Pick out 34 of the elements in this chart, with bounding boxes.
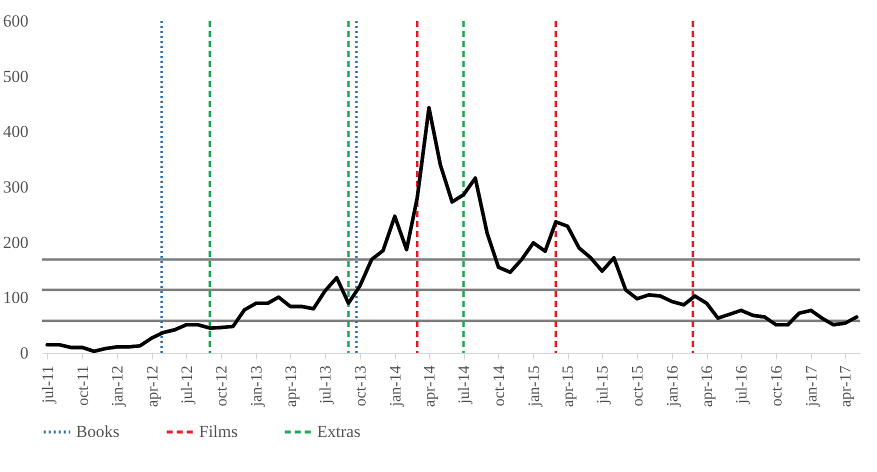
legend-label: Books [76, 422, 120, 441]
x-tick-label: apr-15 [560, 366, 578, 407]
x-tick-label: oct-15 [630, 366, 647, 406]
x-tick-label: jan-15 [526, 366, 543, 408]
x-tick-label: jan-17 [804, 366, 821, 408]
x-tick-label: jul-12 [178, 366, 196, 405]
legend-label: Films [199, 422, 238, 441]
y-tick-label: 600 [3, 12, 28, 30]
y-tick-label: 400 [3, 122, 28, 142]
x-tick-label: oct-14 [490, 366, 508, 406]
y-tick-label: 500 [3, 66, 28, 86]
x-tick-label: jan-14 [387, 366, 404, 408]
y-tick-label: 100 [3, 288, 28, 308]
y-tick-label: 300 [3, 178, 28, 196]
x-tick-label: jul-14 [456, 366, 474, 405]
x-tick-label: oct-13 [352, 366, 370, 406]
y-tick-label: 0 [20, 344, 28, 362]
x-tick-label: oct-16 [768, 366, 786, 406]
x-tick-label: jan-12 [110, 366, 127, 408]
x-tick-label: jul-13 [317, 366, 334, 405]
x-tick-label: jul-11 [40, 366, 57, 404]
x-tick-label: apr-17 [838, 366, 855, 407]
y-tick-label: 200 [3, 232, 28, 252]
x-tick-label: apr-12 [144, 366, 162, 407]
x-tick-label: jan-16 [664, 366, 682, 408]
legend-label: Extras [317, 422, 360, 441]
x-tick-label: oct-11 [74, 366, 92, 406]
x-tick-label: apr-13 [282, 366, 300, 407]
x-tick-label: jan-13 [248, 366, 266, 408]
x-tick-label: apr-16 [699, 366, 716, 407]
x-tick-label: oct-12 [214, 366, 231, 406]
x-tick-label: jul-15 [594, 366, 612, 405]
x-tick-label: jul-16 [734, 366, 751, 405]
x-tick-label: apr-14 [421, 366, 438, 407]
